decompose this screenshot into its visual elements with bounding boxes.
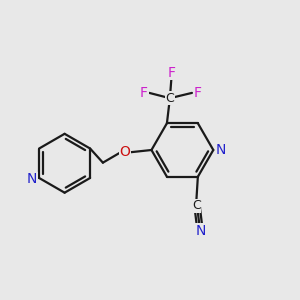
Text: C: C [166,92,174,105]
Text: N: N [196,224,206,238]
Text: F: F [167,66,175,80]
Text: N: N [27,172,37,186]
Text: N: N [215,143,226,157]
Text: F: F [140,86,148,100]
Text: O: O [119,146,130,159]
Text: F: F [193,86,201,100]
Text: C: C [192,199,201,212]
